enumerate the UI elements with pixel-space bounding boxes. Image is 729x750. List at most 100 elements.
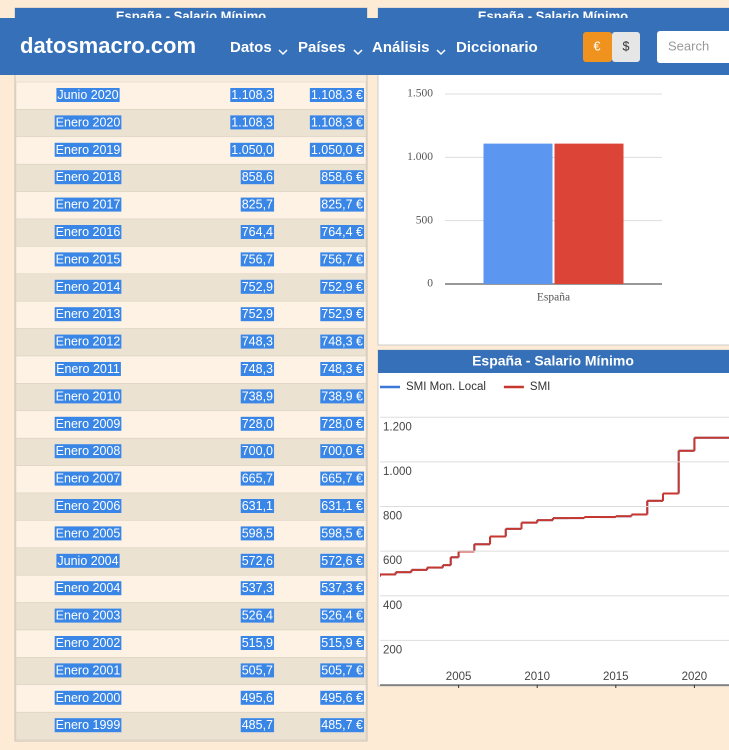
y-tick-label: 500 (416, 214, 434, 226)
y-tick-label: 1.200 (383, 421, 412, 433)
y-tick-label: 1.500 (407, 88, 433, 100)
legend-label: SMI Mon. Local (406, 381, 486, 393)
caret (278, 49, 288, 56)
selection (240, 334, 275, 349)
selection (240, 224, 275, 239)
table-cell: Enero 2004 (56, 581, 121, 595)
table-cell: 1.108,3 € (311, 88, 363, 102)
header: datosmacro.com Datos Países Análisis Dic… (0, 18, 729, 75)
line-title-bar (378, 350, 729, 373)
line-plot (380, 436, 729, 577)
table-cell: Enero 2018 (56, 170, 121, 184)
table-cell: 738,9 € (321, 389, 363, 403)
bar (554, 143, 624, 284)
selection (240, 252, 275, 267)
logo[interactable]: datosmacro.com (20, 33, 196, 58)
table-cell: 526,4 (242, 609, 273, 623)
selection (240, 498, 275, 513)
table-cell: 825,7 (242, 198, 273, 212)
nav-item[interactable]: Análisis (372, 39, 430, 56)
selection (320, 635, 365, 650)
table-cell: 752,9 (242, 307, 273, 321)
table-cell: 537,3 (242, 581, 273, 595)
selection (320, 553, 365, 568)
table-cell: 505,7 (242, 663, 273, 677)
table-cell: 1.050,0 € (311, 143, 363, 157)
table-cell: Enero 2005 (56, 526, 121, 540)
y-tick-label: 200 (383, 644, 402, 656)
y-tick-label: 600 (383, 555, 402, 567)
selection (320, 663, 365, 678)
table-cell: Enero 2015 (56, 252, 121, 266)
table-cell: Enero 2008 (56, 444, 121, 458)
x-tick-label: 2015 (603, 671, 629, 683)
table-cell: Enero 2007 (56, 472, 121, 486)
selection (240, 718, 275, 733)
nav-item[interactable]: Diccionario (456, 39, 538, 56)
selection (309, 115, 365, 130)
selection (240, 416, 275, 431)
y-tick-label: 1.000 (407, 151, 433, 163)
selection (54, 389, 122, 404)
table-cell: 572,6 € (321, 554, 363, 568)
table-cell: 700,0 (242, 444, 273, 458)
line-title: España - Salario Mínimo (472, 353, 634, 369)
selection (320, 498, 365, 513)
selection (54, 224, 122, 239)
dollar-button[interactable] (612, 32, 640, 62)
selection (54, 526, 122, 541)
selection (240, 690, 275, 705)
table-cell: 1.108,3 (231, 115, 273, 129)
selection (54, 718, 122, 733)
selection (240, 526, 275, 541)
selection (54, 416, 122, 431)
selection (320, 307, 365, 322)
selection (320, 334, 365, 349)
selection (240, 444, 275, 459)
selection (240, 635, 275, 650)
x-tick-label: 2010 (524, 671, 550, 683)
table-cell: Enero 2020 (56, 115, 121, 129)
selection (54, 498, 122, 513)
table-cell: 515,9 (242, 636, 273, 650)
selection (240, 581, 275, 596)
selection (54, 279, 122, 294)
dollar-label: $ (623, 39, 630, 53)
selection (54, 197, 122, 212)
table-cell: Enero 2006 (56, 499, 121, 513)
caret (353, 49, 363, 56)
selection (320, 224, 365, 239)
selection (320, 416, 365, 431)
selection (320, 197, 365, 212)
selection (56, 553, 120, 568)
table-cell: 1.108,3 (231, 88, 273, 102)
search-input[interactable] (657, 31, 729, 63)
selection (320, 361, 365, 376)
table-cell: 495,6 € (321, 691, 363, 705)
table-cell: 485,7 (242, 718, 273, 732)
selection (230, 142, 275, 157)
selection (230, 115, 275, 130)
table-cell: 748,3 € (321, 362, 363, 376)
selection (54, 663, 122, 678)
selection (240, 170, 275, 185)
table-cell: 764,4 € (321, 225, 363, 239)
table-cell: Enero 2000 (56, 691, 121, 705)
table-cell: Enero 2016 (56, 225, 121, 239)
table-cell: Enero 1999 (56, 718, 121, 732)
table-cell: 738,9 (242, 389, 273, 403)
nav-item[interactable]: Países (298, 39, 346, 56)
selection (320, 471, 365, 486)
table-cell: 631,1 (242, 499, 273, 513)
nav-item[interactable]: Datos (230, 39, 272, 56)
table-cell: 526,4 € (321, 609, 363, 623)
table-cell: Enero 2003 (56, 609, 121, 623)
table-cell: 598,5 € (321, 526, 363, 540)
euro-button[interactable] (583, 32, 612, 62)
selection (309, 87, 365, 102)
selection (54, 115, 122, 130)
selection (54, 690, 122, 705)
table-cell: 858,6 € (321, 170, 363, 184)
selection (240, 361, 275, 376)
